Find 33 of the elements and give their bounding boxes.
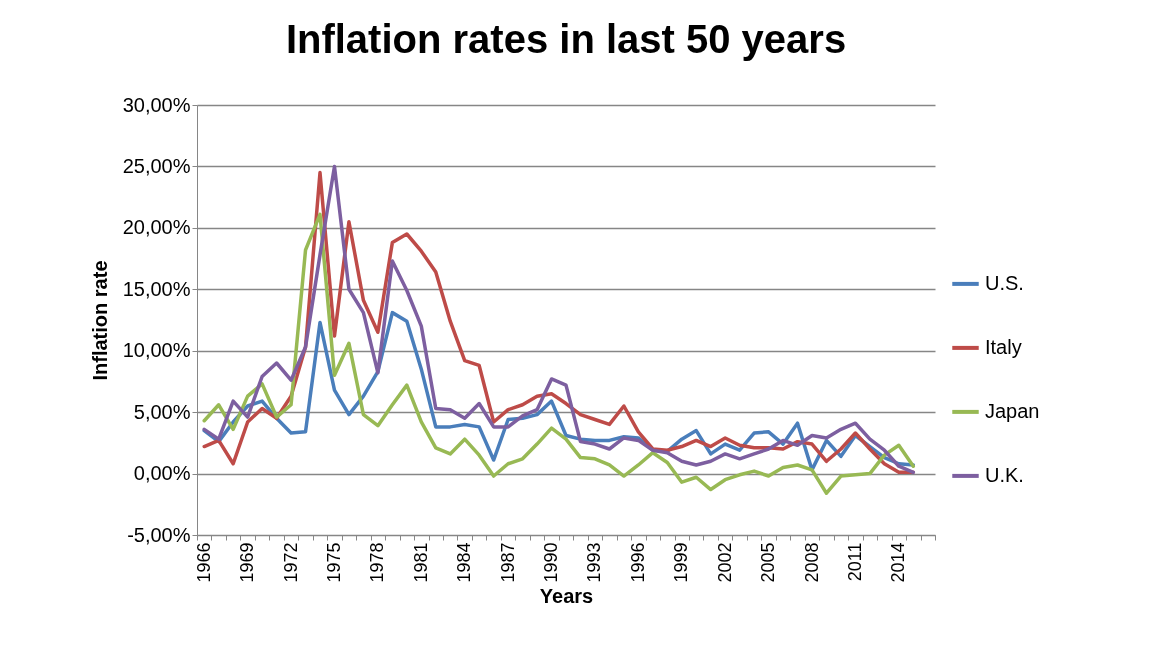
x-tick-label: 1984 (454, 542, 475, 583)
legend-label: Italy (985, 335, 1022, 358)
y-tick-label: 20,00% (122, 216, 191, 239)
x-tick-label: 2005 (758, 542, 779, 583)
line-series (202, 212, 916, 495)
y-tick-label: 30,00% (122, 93, 191, 116)
legend-label: U.K. (985, 463, 1024, 486)
x-tick-label: 1978 (367, 542, 388, 583)
chart-title: Inflation rates in last 50 years (285, 17, 847, 61)
x-tick-label: 1975 (323, 542, 344, 583)
x-tick-label: 1987 (497, 542, 518, 583)
x-tick-label: 2002 (714, 542, 735, 583)
x-axis-title: Years (539, 584, 594, 607)
x-tick-label: 2011 (844, 542, 865, 582)
x-tick-label: 2014 (888, 542, 909, 583)
y-tick-label: -5,00% (127, 523, 191, 546)
y-axis-title: Inflation rate (88, 260, 111, 381)
x-tick-label: 1999 (671, 542, 692, 583)
y-tick-label: 0,00% (133, 462, 191, 485)
x-tick-label: 1993 (584, 542, 605, 583)
y-tick-label: 10,00% (122, 339, 191, 362)
x-tick-label: 1990 (541, 542, 562, 583)
y-tick-label: 25,00% (122, 154, 191, 177)
y-tick-label: 5,00% (133, 400, 191, 423)
x-tick-label: 1966 (193, 542, 214, 583)
x-tick-label: 1996 (627, 542, 648, 583)
legend-label: Japan (985, 399, 1040, 422)
y-tick-label: 15,00% (122, 277, 191, 300)
x-tick-label: 1969 (237, 542, 258, 583)
x-tick-label: 2008 (801, 542, 822, 583)
x-tick-label: 1972 (280, 542, 301, 583)
x-tick-label: 1981 (410, 542, 431, 583)
legend-label: U.S. (985, 271, 1024, 294)
